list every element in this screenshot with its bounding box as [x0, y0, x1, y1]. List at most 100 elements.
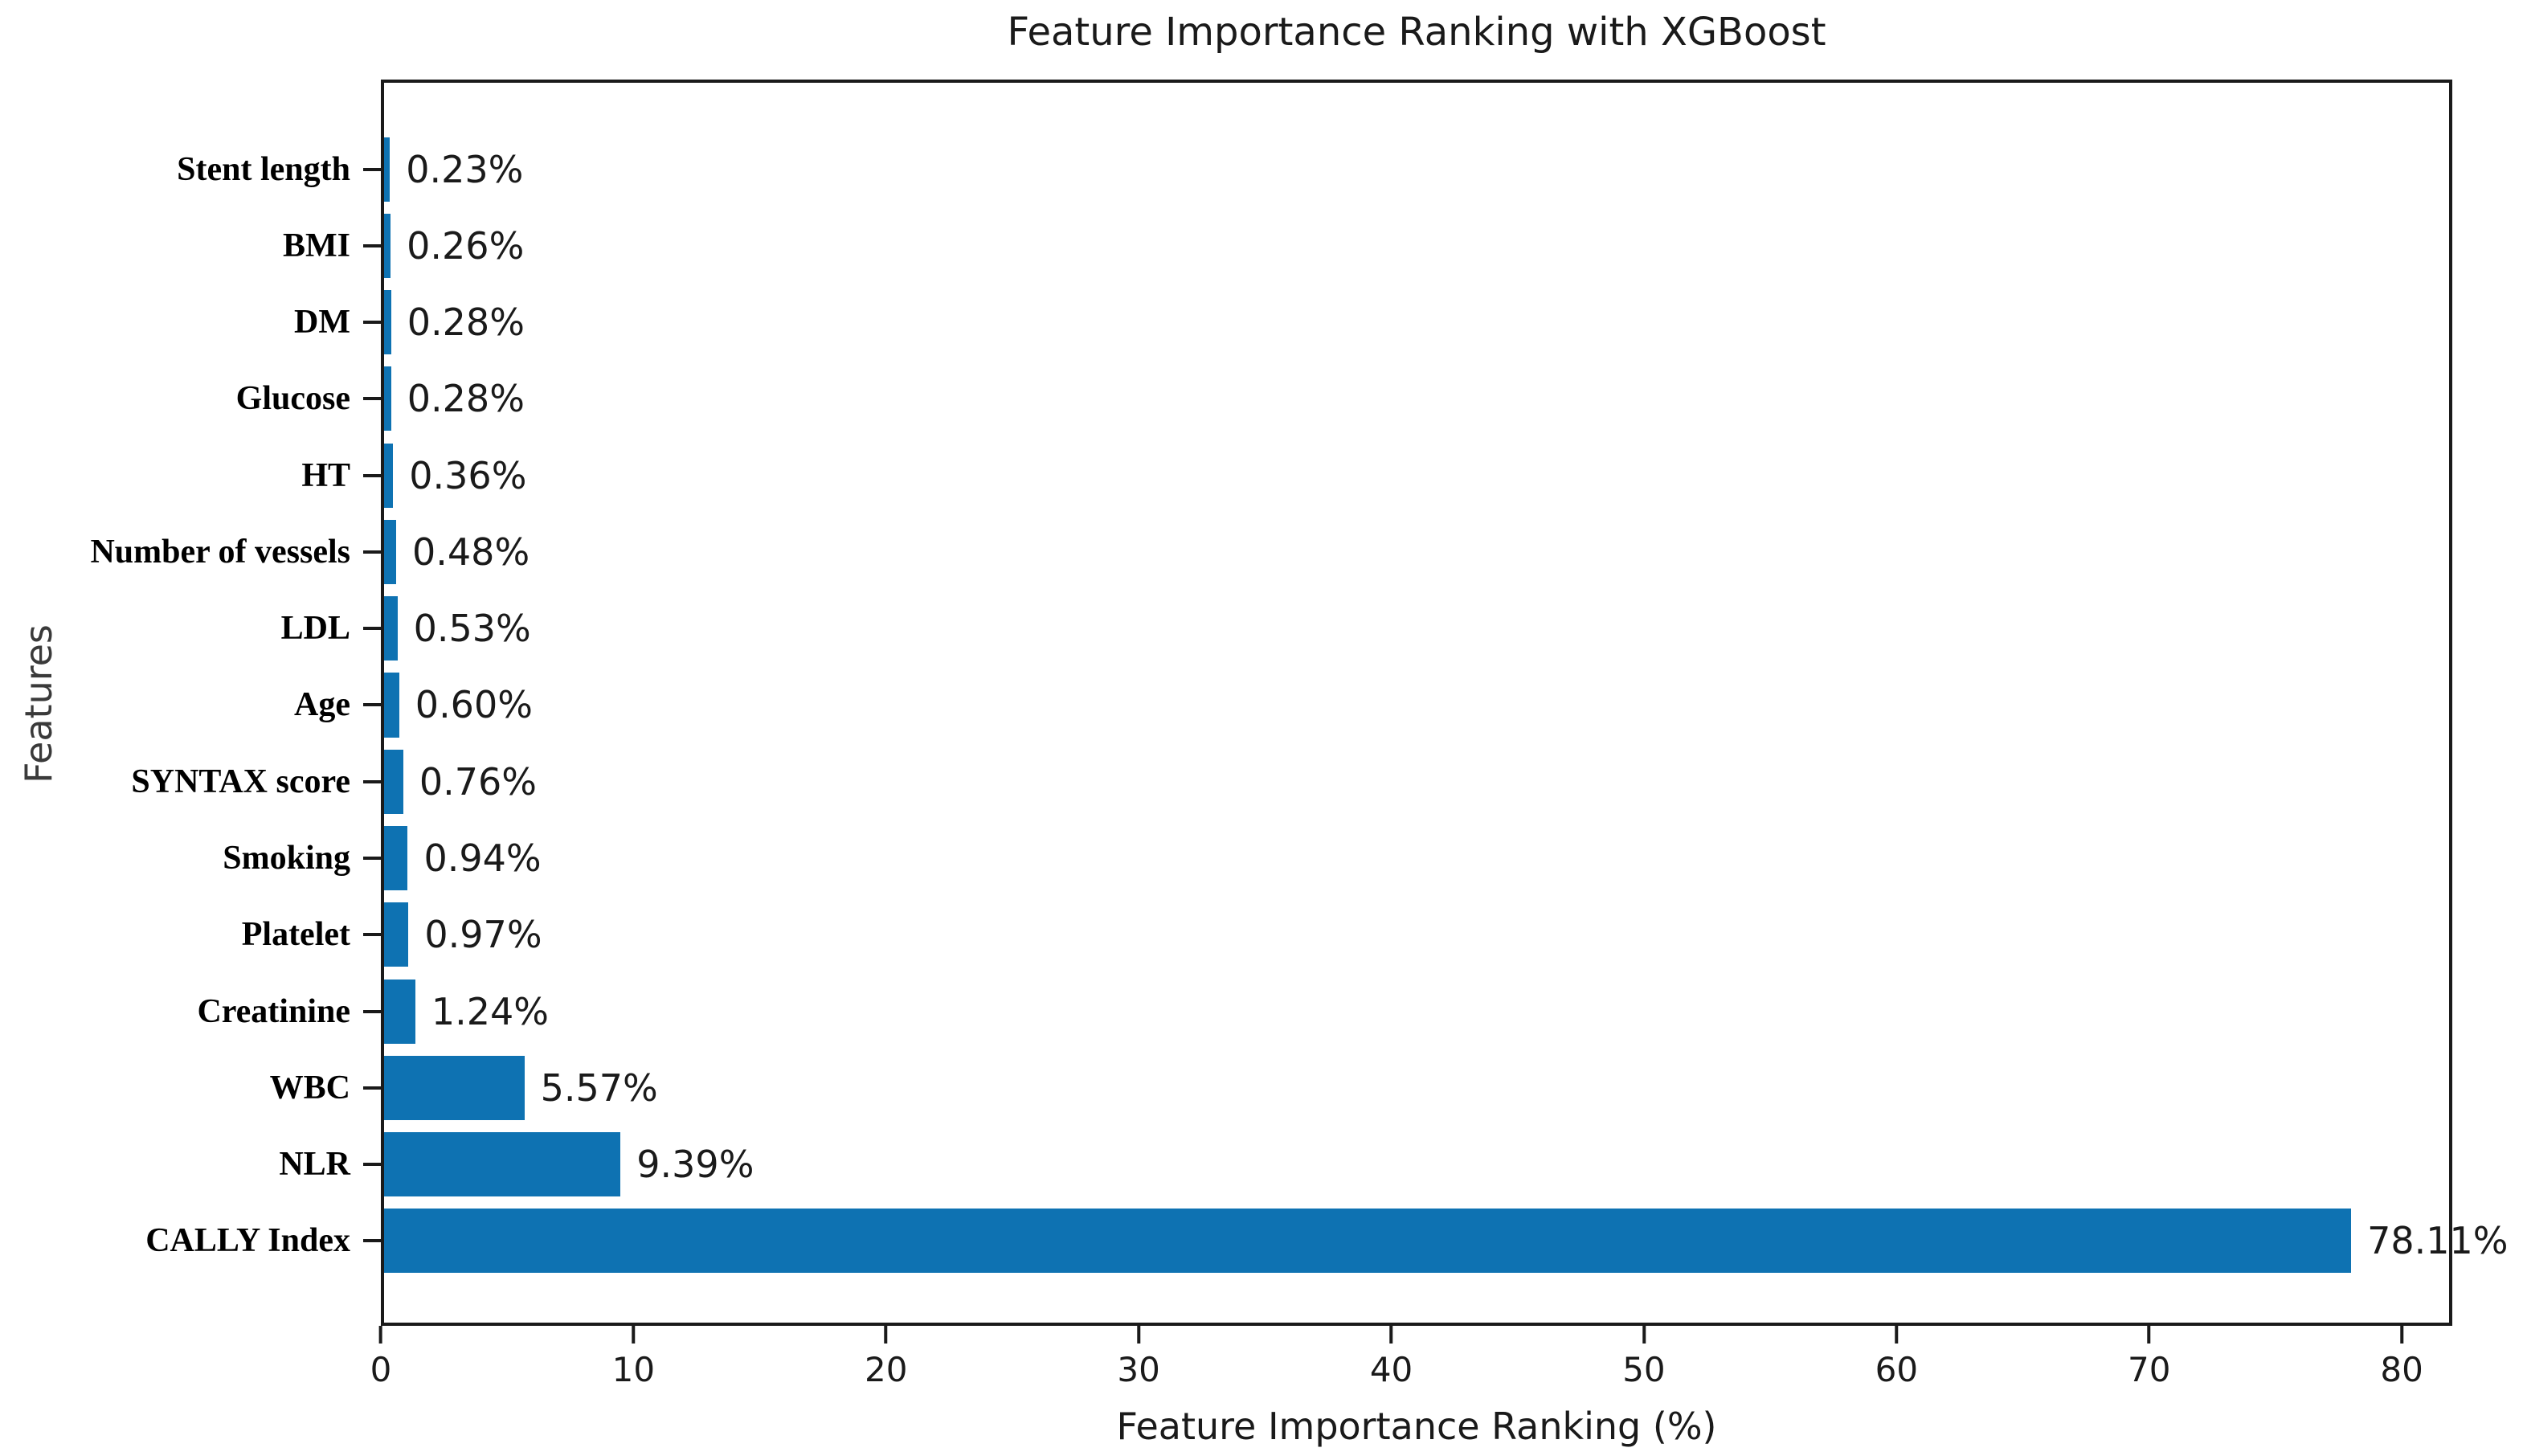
x-tick-label: 30 [1117, 1350, 1160, 1389]
x-tick: 70 [2128, 1326, 2170, 1389]
value-label: 0.36% [409, 453, 527, 497]
bar-row: DM 0.28% [294, 284, 2449, 361]
x-tick-label: 50 [1622, 1350, 1666, 1389]
bar [384, 1209, 2352, 1274]
value-label: 5.57% [540, 1065, 658, 1110]
x-tick: 40 [1370, 1326, 1413, 1389]
bar-row: Age 0.60% [294, 667, 2449, 743]
y-tick-mark [363, 627, 381, 631]
bar-row: Creatinine 1.24% [197, 973, 2449, 1049]
value-label: 0.48% [412, 530, 530, 574]
bar [384, 366, 391, 431]
x-tick: 20 [865, 1326, 907, 1389]
y-tick-mark [363, 1009, 381, 1013]
y-tick-mark [363, 243, 381, 247]
y-tick-mark [363, 321, 381, 325]
bar-row: Platelet 0.97% [242, 897, 2449, 973]
category-label: Stent length [177, 150, 350, 188]
x-tick-mark [884, 1326, 888, 1344]
bar-row: LDL 0.53% [281, 591, 2449, 667]
category-label: Glucose [235, 380, 350, 418]
y-tick-mark [363, 1239, 381, 1243]
value-label: 0.97% [424, 913, 542, 957]
bar [384, 979, 415, 1044]
x-tick-label: 60 [1875, 1350, 1919, 1389]
value-label: 9.39% [636, 1143, 754, 1187]
bar [384, 1055, 525, 1120]
x-axis-title: Feature Importance Ranking (%) [1116, 1405, 1717, 1448]
value-label: 0.28% [407, 301, 525, 345]
bar [384, 749, 403, 814]
x-tick-mark [1137, 1326, 1141, 1344]
y-tick-mark [363, 779, 381, 783]
x-tick-label: 80 [2380, 1350, 2423, 1389]
x-tick-label: 40 [1369, 1350, 1413, 1389]
x-tick-mark [2147, 1326, 2151, 1344]
bar [384, 137, 391, 202]
y-tick-mark [363, 1086, 381, 1090]
value-label: 0.23% [406, 147, 524, 191]
category-label: Platelet [241, 916, 350, 954]
chart-title: Feature Importance Ranking with XGBoost [1007, 10, 1826, 55]
bar [384, 826, 408, 891]
x-tick-mark [632, 1326, 636, 1344]
category-label: CALLY Index [145, 1222, 350, 1260]
x-tick: 50 [1622, 1326, 1666, 1389]
bar [384, 290, 391, 355]
y-axis-title: Features [17, 624, 60, 783]
x-tick-label: 70 [2127, 1350, 2171, 1389]
value-label: 0.28% [407, 377, 525, 421]
bar-row: Glucose 0.28% [236, 361, 2449, 437]
value-label: 0.53% [413, 607, 531, 651]
value-label: 0.26% [407, 223, 525, 268]
bar-row: BMI 0.26% [283, 207, 2449, 284]
x-tick-mark [1895, 1326, 1899, 1344]
value-label: 1.24% [431, 989, 549, 1033]
bar-row: CALLY Index 78.11% [145, 1203, 2508, 1279]
x-tick: 0 [370, 1326, 392, 1389]
bar [384, 673, 399, 738]
value-label: 78.11% [2367, 1219, 2509, 1263]
y-tick-mark [363, 473, 381, 477]
y-tick-mark [363, 167, 381, 171]
category-label: HT [301, 456, 350, 494]
x-tick: 30 [1117, 1326, 1160, 1389]
x-tick-mark [378, 1326, 382, 1344]
category-label: Number of vessels [90, 533, 350, 571]
category-label: Smoking [223, 840, 350, 877]
x-tick-label: 20 [865, 1350, 908, 1389]
x-tick: 80 [2380, 1326, 2423, 1389]
bar-row: Smoking 0.94% [223, 820, 2449, 896]
category-label: NLR [279, 1146, 350, 1184]
bar-row: Number of vessels 0.48% [90, 513, 2449, 590]
x-tick-mark [1389, 1326, 1393, 1344]
bar [384, 1132, 621, 1197]
x-tick-mark [2400, 1326, 2404, 1344]
x-axis: 0 10 20 30 40 50 60 70 80 [370, 1326, 2452, 1414]
bar [384, 519, 397, 584]
category-label: LDL [280, 610, 350, 648]
category-label: BMI [283, 227, 350, 264]
y-tick-mark [363, 857, 381, 861]
x-tick: 10 [612, 1326, 655, 1389]
x-tick-mark [1642, 1326, 1646, 1344]
category-label: DM [294, 304, 350, 342]
bar [384, 213, 391, 278]
bar-row: NLR 9.39% [279, 1126, 2449, 1202]
x-tick-label: 10 [611, 1350, 656, 1389]
value-label: 0.60% [415, 683, 533, 727]
value-label: 0.76% [419, 759, 537, 804]
value-label: 0.94% [423, 836, 542, 881]
y-tick-mark [363, 933, 381, 937]
plot-area: Stent length 0.23% BMI 0.26% DM 0.28% Gl… [90, 80, 2508, 1326]
category-label: Creatinine [197, 992, 350, 1030]
y-tick-mark [363, 1163, 381, 1167]
category-label: SYNTAX score [131, 763, 350, 800]
x-tick: 60 [1875, 1326, 1918, 1389]
bar [384, 902, 409, 967]
y-tick-mark [363, 550, 381, 554]
x-tick-label: 0 [370, 1350, 392, 1389]
bar [384, 443, 394, 508]
category-label: WBC [269, 1069, 350, 1106]
category-label: Age [294, 686, 350, 724]
